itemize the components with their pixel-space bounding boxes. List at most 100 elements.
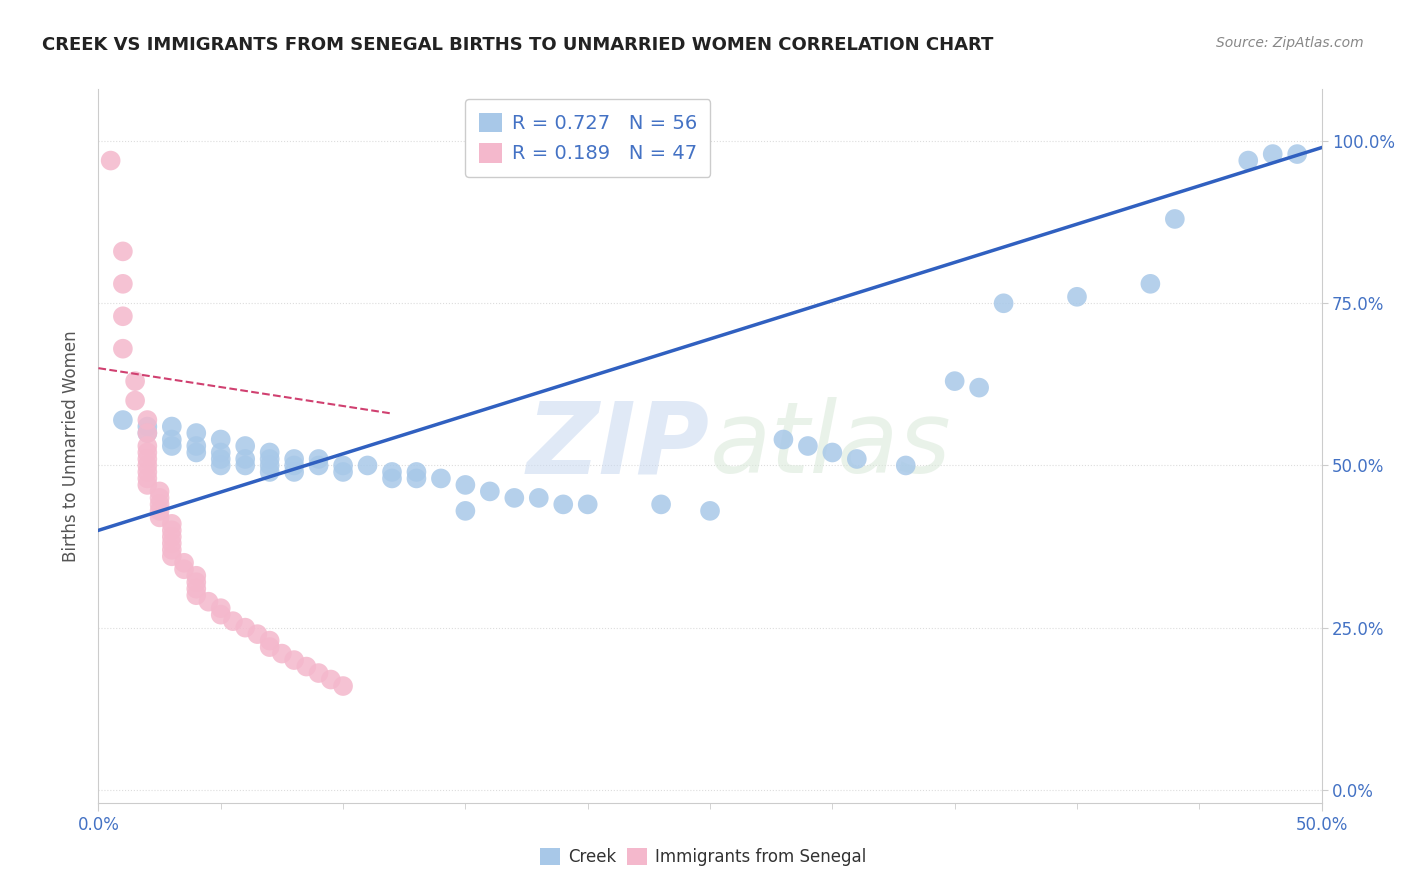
Point bbox=[136, 413, 159, 427]
Point bbox=[381, 471, 404, 485]
Point bbox=[209, 433, 232, 447]
Point bbox=[233, 452, 256, 467]
Point bbox=[136, 478, 159, 492]
Legend: R = 0.727   N = 56, R = 0.189   N = 47: R = 0.727 N = 56, R = 0.189 N = 47 bbox=[465, 99, 710, 177]
Point bbox=[136, 425, 159, 440]
Point bbox=[454, 504, 477, 518]
Point bbox=[478, 484, 501, 499]
Point bbox=[1261, 147, 1284, 161]
Point bbox=[233, 458, 256, 473]
Point bbox=[246, 627, 269, 641]
Point bbox=[845, 452, 868, 467]
Point bbox=[100, 153, 122, 168]
Point bbox=[283, 458, 305, 473]
Point bbox=[186, 439, 208, 453]
Point bbox=[308, 666, 330, 681]
Point bbox=[186, 568, 208, 582]
Point bbox=[186, 575, 208, 590]
Point bbox=[797, 439, 820, 453]
Point bbox=[111, 244, 134, 259]
Text: CREEK VS IMMIGRANTS FROM SENEGAL BIRTHS TO UNMARRIED WOMEN CORRELATION CHART: CREEK VS IMMIGRANTS FROM SENEGAL BIRTHS … bbox=[42, 36, 994, 54]
Point bbox=[160, 542, 183, 557]
Point bbox=[332, 458, 354, 473]
Point bbox=[259, 633, 281, 648]
Point bbox=[259, 458, 281, 473]
Point bbox=[160, 419, 183, 434]
Point bbox=[160, 524, 183, 538]
Point bbox=[149, 491, 172, 505]
Point bbox=[160, 516, 183, 531]
Point bbox=[553, 497, 575, 511]
Point bbox=[356, 458, 378, 473]
Point bbox=[149, 510, 172, 524]
Point bbox=[186, 425, 208, 440]
Point bbox=[160, 530, 183, 544]
Point bbox=[259, 465, 281, 479]
Point bbox=[209, 458, 232, 473]
Point bbox=[160, 536, 183, 550]
Point bbox=[197, 595, 219, 609]
Point bbox=[186, 582, 208, 596]
Point bbox=[1139, 277, 1161, 291]
Point bbox=[332, 465, 354, 479]
Point bbox=[209, 445, 232, 459]
Point bbox=[136, 439, 159, 453]
Point bbox=[405, 465, 427, 479]
Point bbox=[124, 374, 146, 388]
Point bbox=[209, 452, 232, 467]
Point bbox=[136, 445, 159, 459]
Point bbox=[124, 393, 146, 408]
Point bbox=[149, 484, 172, 499]
Point bbox=[1066, 290, 1088, 304]
Point bbox=[283, 653, 305, 667]
Point bbox=[136, 471, 159, 485]
Point bbox=[381, 465, 404, 479]
Point bbox=[527, 491, 550, 505]
Point bbox=[308, 458, 330, 473]
Point bbox=[209, 607, 232, 622]
Point bbox=[186, 588, 208, 602]
Point bbox=[283, 452, 305, 467]
Point bbox=[1237, 153, 1260, 168]
Point bbox=[319, 673, 342, 687]
Point bbox=[111, 310, 134, 324]
Point bbox=[160, 433, 183, 447]
Point bbox=[270, 647, 294, 661]
Point bbox=[136, 425, 159, 440]
Point bbox=[136, 458, 159, 473]
Point bbox=[160, 439, 183, 453]
Point bbox=[295, 659, 318, 673]
Point bbox=[259, 452, 281, 467]
Point bbox=[332, 679, 354, 693]
Point bbox=[111, 413, 134, 427]
Point bbox=[259, 640, 281, 654]
Point bbox=[1164, 211, 1187, 226]
Point bbox=[233, 439, 256, 453]
Point bbox=[186, 445, 208, 459]
Point bbox=[283, 465, 305, 479]
Point bbox=[699, 504, 721, 518]
Text: atlas: atlas bbox=[710, 398, 952, 494]
Point bbox=[1286, 147, 1309, 161]
Point bbox=[894, 458, 917, 473]
Point bbox=[650, 497, 672, 511]
Point bbox=[136, 419, 159, 434]
Point bbox=[943, 374, 966, 388]
Point bbox=[967, 381, 990, 395]
Point bbox=[576, 497, 599, 511]
Point bbox=[454, 478, 477, 492]
Point bbox=[173, 556, 195, 570]
Point bbox=[136, 465, 159, 479]
Point bbox=[993, 296, 1015, 310]
Text: ZIP: ZIP bbox=[527, 398, 710, 494]
Point bbox=[209, 601, 232, 615]
Point bbox=[772, 433, 794, 447]
Point bbox=[259, 445, 281, 459]
Point bbox=[233, 621, 256, 635]
Point bbox=[503, 491, 526, 505]
Text: Source: ZipAtlas.com: Source: ZipAtlas.com bbox=[1216, 36, 1364, 50]
Point bbox=[222, 614, 245, 628]
Point bbox=[111, 277, 134, 291]
Point bbox=[160, 549, 183, 564]
Legend: Creek, Immigrants from Senegal: Creek, Immigrants from Senegal bbox=[531, 840, 875, 875]
